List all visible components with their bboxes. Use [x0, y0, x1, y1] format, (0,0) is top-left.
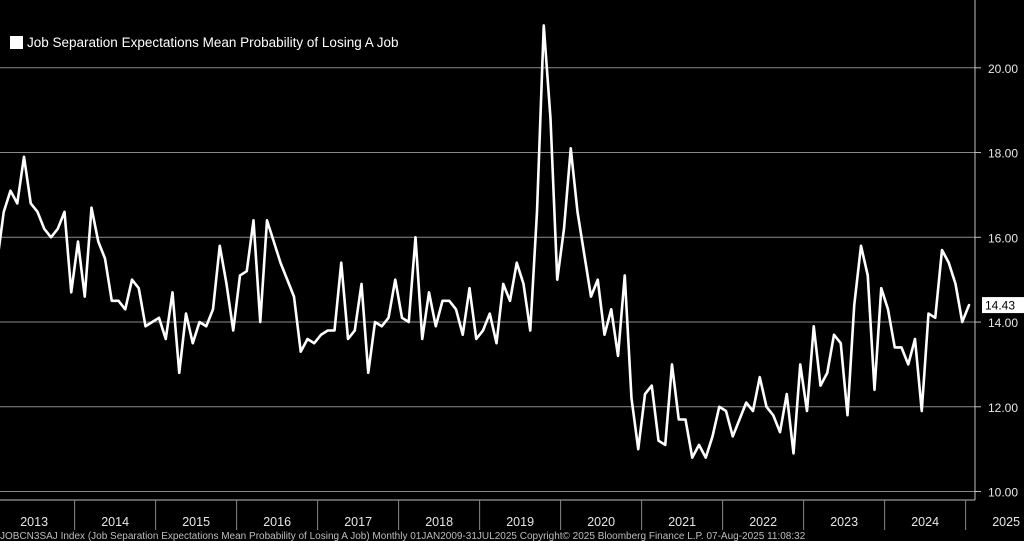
x-tick-label: 2013 — [20, 515, 48, 529]
x-tick-label: 2016 — [263, 515, 291, 529]
x-tick-label: 2024 — [911, 515, 939, 529]
y-axis-labels: 10.00 12.00 14.00 16.00 18.00 20.00 — [988, 62, 1018, 500]
legend-label: Job Separation Expectations Mean Probabi… — [27, 34, 399, 50]
x-tick-label: 2023 — [830, 515, 858, 529]
y-tick-label: 16.00 — [988, 231, 1018, 245]
last-value-label: 14.43 — [985, 299, 1015, 313]
x-axis-labels: 2013 2014 2015 2016 2017 2018 2019 2020 2021 2022… — [20, 515, 1020, 529]
y-tick-label: 12.00 — [988, 401, 1018, 415]
x-tick-label: 2014 — [101, 515, 129, 529]
y-tick-label: 20.00 — [988, 62, 1018, 76]
x-tick-label: 2021 — [668, 515, 696, 529]
y-tick-label: 10.00 — [988, 486, 1018, 500]
chart-footer-source: JOBCN3SAJ Index (Job Separation Expectat… — [0, 531, 806, 541]
series-line — [0, 24, 971, 459]
x-tick-label: 2015 — [182, 515, 210, 529]
legend-swatch — [10, 35, 23, 49]
x-tick-label: 2019 — [506, 515, 534, 529]
last-value-marker: 14.43 — [982, 297, 1024, 314]
x-tick-label: 2018 — [425, 515, 453, 529]
x-tick-label: 2020 — [587, 515, 615, 529]
y-tick-label: 14.00 — [988, 316, 1018, 330]
y-tick-label: 18.00 — [988, 147, 1018, 161]
x-tick-label: 2022 — [749, 515, 777, 529]
series-group — [0, 24, 971, 459]
x-tick-label: 2017 — [344, 515, 372, 529]
chart-legend: Job Separation Expectations Mean Probabi… — [6, 31, 403, 53]
last-value-box — [982, 297, 1024, 314]
x-tick-label: 2025 — [992, 515, 1020, 529]
